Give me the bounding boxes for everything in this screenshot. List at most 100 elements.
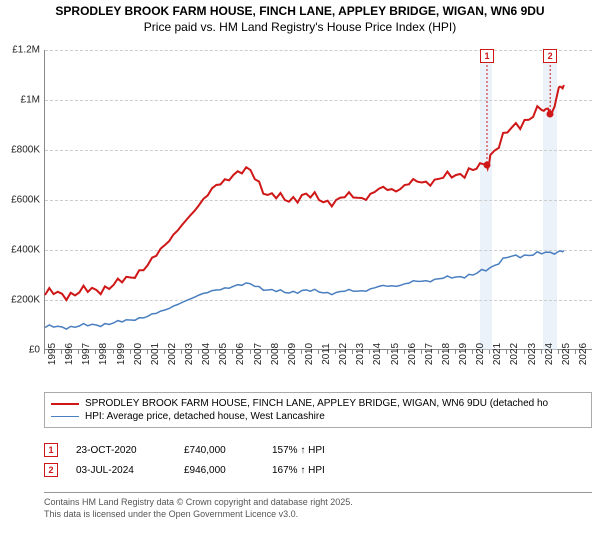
- x-axis-label: 2024: [544, 343, 555, 365]
- x-axis-label: 1998: [98, 343, 109, 365]
- x-axis-label: 2026: [578, 343, 589, 365]
- series-line-price_paid: [45, 85, 564, 300]
- x-axis-label: 2025: [561, 343, 572, 365]
- marker-label: 1: [480, 49, 494, 63]
- series-line-hpi: [45, 251, 564, 330]
- legend-text: HPI: Average price, detached house, West…: [85, 411, 325, 422]
- event-marker: 1: [44, 443, 58, 457]
- footer-line2: This data is licensed under the Open Gov…: [44, 509, 592, 521]
- x-tick: [438, 350, 439, 354]
- x-tick: [387, 350, 388, 354]
- event-price: £740,000: [184, 445, 254, 456]
- x-axis-label: 2018: [441, 343, 452, 365]
- x-tick: [164, 350, 165, 354]
- x-axis-label: 2000: [133, 343, 144, 365]
- x-axis-label: 2005: [218, 343, 229, 365]
- y-axis-label: £600K: [11, 195, 40, 206]
- event-note: 167% ↑ HPI: [272, 465, 325, 476]
- legend-item: SPRODLEY BROOK FARM HOUSE, FINCH LANE, A…: [51, 397, 585, 410]
- legend-swatch: [51, 403, 79, 405]
- event-table: 1 23-OCT-2020 £740,000 157% ↑ HPI 2 03-JUL-20…: [44, 440, 592, 480]
- plot-region: 12: [44, 50, 592, 350]
- x-axis-label: 2020: [475, 343, 486, 365]
- chart-container: SPRODLEY BROOK FARM HOUSE, FINCH LANE, A…: [0, 0, 600, 560]
- x-tick: [113, 350, 114, 354]
- x-axis-label: 1995: [47, 343, 58, 365]
- y-axis-label: £0: [29, 345, 40, 356]
- x-tick: [524, 350, 525, 354]
- x-axis-label: 2007: [253, 343, 264, 365]
- y-axis-label: £400K: [11, 245, 40, 256]
- line-layer: [45, 50, 593, 350]
- x-axis-label: 2006: [235, 343, 246, 365]
- x-axis-label: 2017: [424, 343, 435, 365]
- x-tick: [404, 350, 405, 354]
- marker-dot: [547, 110, 554, 117]
- x-tick: [232, 350, 233, 354]
- x-tick: [78, 350, 79, 354]
- x-tick: [250, 350, 251, 354]
- y-axis-label: £800K: [11, 145, 40, 156]
- x-axis-label: 2016: [407, 343, 418, 365]
- event-date: 23-OCT-2020: [76, 445, 166, 456]
- x-tick: [335, 350, 336, 354]
- chart-subtitle: Price paid vs. HM Land Registry's House …: [0, 20, 600, 38]
- marker-dot: [483, 162, 490, 169]
- x-tick: [575, 350, 576, 354]
- legend: SPRODLEY BROOK FARM HOUSE, FINCH LANE, A…: [44, 392, 592, 428]
- x-tick: [369, 350, 370, 354]
- x-axis-label: 2014: [372, 343, 383, 365]
- x-axis-label: 2021: [492, 343, 503, 365]
- x-axis-label: 2019: [458, 343, 469, 365]
- x-axis-label: 2011: [321, 343, 332, 365]
- y-axis-label: £1M: [21, 95, 40, 106]
- x-tick: [352, 350, 353, 354]
- y-axis-label: £200K: [11, 295, 40, 306]
- x-tick: [455, 350, 456, 354]
- x-tick: [421, 350, 422, 354]
- x-tick: [130, 350, 131, 354]
- x-axis-label: 2002: [167, 343, 178, 365]
- x-axis-label: 1997: [81, 343, 92, 365]
- footer-line1: Contains HM Land Registry data © Crown c…: [44, 497, 592, 509]
- x-tick: [558, 350, 559, 354]
- x-tick: [61, 350, 62, 354]
- x-axis-label: 1999: [116, 343, 127, 365]
- x-tick: [95, 350, 96, 354]
- event-marker: 2: [44, 463, 58, 477]
- x-tick: [489, 350, 490, 354]
- x-axis-label: 2003: [184, 343, 195, 365]
- x-axis-label: 2013: [355, 343, 366, 365]
- event-price: £946,000: [184, 465, 254, 476]
- legend-text: SPRODLEY BROOK FARM HOUSE, FINCH LANE, A…: [85, 398, 548, 409]
- x-tick: [284, 350, 285, 354]
- legend-item: HPI: Average price, detached house, West…: [51, 410, 585, 423]
- x-tick: [318, 350, 319, 354]
- x-axis-label: 2004: [201, 343, 212, 365]
- chart-title: SPRODLEY BROOK FARM HOUSE, FINCH LANE, A…: [0, 0, 600, 20]
- x-axis-label: 2012: [338, 343, 349, 365]
- x-axis-label: 1996: [64, 343, 75, 365]
- event-row: 1 23-OCT-2020 £740,000 157% ↑ HPI: [44, 440, 592, 460]
- marker-label: 2: [543, 49, 557, 63]
- footer: Contains HM Land Registry data © Crown c…: [44, 492, 592, 520]
- x-tick: [181, 350, 182, 354]
- chart-area: 12 £0£200K£400K£600K£800K£1M£1.2M1995199…: [44, 50, 592, 370]
- event-row: 2 03-JUL-2024 £946,000 167% ↑ HPI: [44, 460, 592, 480]
- x-tick: [541, 350, 542, 354]
- x-axis-label: 2010: [304, 343, 315, 365]
- legend-swatch: [51, 416, 79, 417]
- x-tick: [472, 350, 473, 354]
- y-axis-label: £1.2M: [12, 45, 40, 56]
- x-tick: [506, 350, 507, 354]
- x-tick: [198, 350, 199, 354]
- event-note: 157% ↑ HPI: [272, 445, 325, 456]
- x-axis-label: 2023: [527, 343, 538, 365]
- x-axis-label: 2009: [287, 343, 298, 365]
- x-axis-label: 2022: [509, 343, 520, 365]
- x-tick: [215, 350, 216, 354]
- x-axis-label: 2015: [390, 343, 401, 365]
- x-tick: [301, 350, 302, 354]
- event-date: 03-JUL-2024: [76, 465, 166, 476]
- x-axis-label: 2001: [150, 343, 161, 365]
